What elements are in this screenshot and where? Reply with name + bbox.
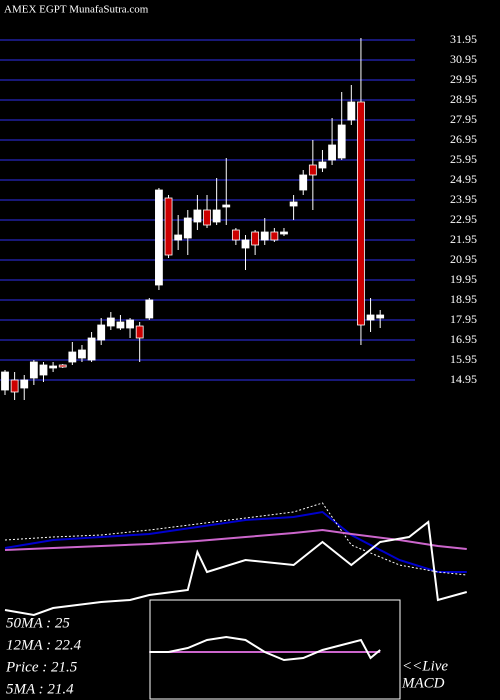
ma-label: 12MA : 22.4 (6, 637, 82, 653)
y-tick-label: 23.95 (450, 192, 477, 206)
candle-body (376, 314, 385, 319)
y-tick-label: 14.95 (450, 372, 477, 386)
candle-body (212, 209, 221, 223)
candle-body (164, 197, 173, 256)
candle-body (241, 239, 250, 249)
candle-body (97, 324, 106, 341)
candle-body (280, 231, 288, 235)
ma-label: 50MA : 25 (6, 615, 70, 631)
candle-body (308, 164, 317, 176)
y-tick-label: 17.95 (450, 312, 477, 326)
y-tick-label: 19.95 (450, 272, 477, 286)
candle-body (135, 325, 144, 339)
candle-body (29, 361, 38, 379)
candle-body (337, 124, 346, 159)
candle-body (1, 371, 9, 391)
y-tick-label: 29.95 (450, 72, 477, 86)
candle-body (328, 144, 336, 161)
y-tick-label: 26.95 (450, 132, 477, 146)
candle-body (193, 209, 202, 223)
candle-body (231, 229, 240, 241)
candle-body (318, 161, 327, 169)
y-tick-label: 25.95 (450, 152, 477, 166)
candle-body (357, 101, 365, 326)
candle-body (106, 317, 115, 327)
candle-body (68, 351, 77, 363)
y-tick-label: 31.95 (450, 32, 477, 46)
macd-label: <<Live (402, 658, 448, 674)
candle-body (222, 204, 231, 208)
indicator-line (4, 528, 467, 551)
candle-body (116, 321, 125, 329)
y-tick-label: 24.95 (450, 172, 477, 186)
ma-label: Price : 21.5 (5, 659, 78, 675)
candle-body (347, 101, 356, 121)
header: AMEX EGPT MunafaSutra.com (4, 4, 149, 16)
candle-body (155, 189, 163, 286)
candle-body (87, 337, 96, 361)
macd-box (149, 599, 401, 700)
candle-body (78, 349, 86, 359)
indicator-line (4, 502, 467, 576)
candle-body (251, 231, 260, 246)
y-tick-label: 16.95 (450, 332, 477, 346)
candle-body (10, 379, 19, 393)
indicator-line (149, 635, 381, 662)
candle-body (174, 234, 183, 241)
candle-body (49, 365, 57, 369)
indicator-line (4, 520, 468, 617)
indicator-line (4, 510, 467, 573)
y-tick-label: 28.95 (450, 92, 477, 106)
candle-body (58, 364, 67, 368)
y-tick-label: 27.95 (450, 112, 477, 126)
candle-body (20, 379, 29, 389)
y-tick-label: 21.95 (450, 232, 477, 246)
candle-body (39, 364, 48, 376)
ma-label: 5MA : 21.4 (6, 681, 74, 697)
candle-body (145, 299, 154, 319)
macd-label: MACD (401, 675, 445, 691)
candle-body (126, 319, 134, 329)
candle-body (366, 314, 375, 321)
candle-body (183, 217, 192, 239)
candle-body (299, 174, 308, 191)
y-tick-label: 20.95 (450, 252, 477, 266)
y-tick-label: 18.95 (450, 292, 477, 306)
candle-body (203, 209, 211, 226)
y-tick-label: 22.95 (450, 212, 477, 226)
candle-body (270, 231, 279, 241)
candle-body (260, 231, 269, 241)
y-tick-label: 30.95 (450, 52, 477, 66)
y-tick-label: 15.95 (450, 352, 477, 366)
candle-body (289, 201, 298, 207)
